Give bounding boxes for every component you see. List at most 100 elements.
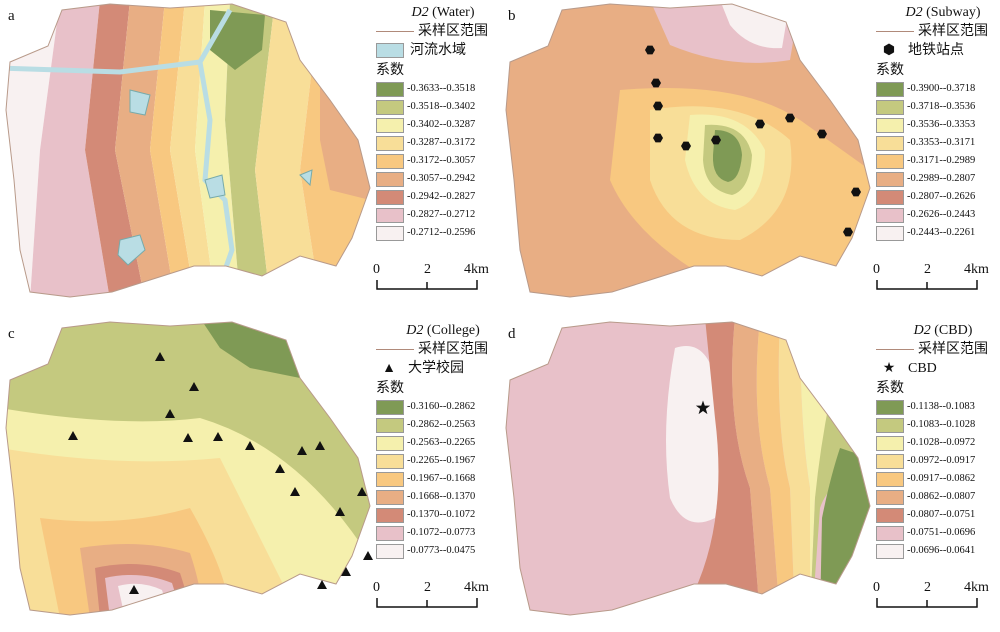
college-marker bbox=[297, 446, 307, 455]
class-range: -0.2626--0.2443 bbox=[907, 209, 976, 220]
subway-station-marker bbox=[755, 119, 765, 129]
scale-tick: 4km bbox=[964, 262, 989, 277]
boundary-line-icon bbox=[876, 349, 914, 350]
lake bbox=[117, 89, 313, 266]
water-swatch-icon bbox=[376, 43, 404, 58]
feature-label: 大学校园 bbox=[408, 361, 464, 376]
class-swatch bbox=[376, 507, 404, 523]
class-range: -0.2443--0.2261 bbox=[907, 227, 976, 238]
class-swatch bbox=[376, 435, 404, 451]
college-marker bbox=[317, 580, 327, 589]
title-variable: D2 bbox=[406, 323, 424, 338]
class-range: -0.3353--0.3171 bbox=[907, 137, 976, 148]
class-swatch bbox=[876, 525, 904, 541]
college-marker bbox=[165, 409, 175, 418]
sampling-area-boundary bbox=[505, 321, 871, 616]
scale-tick: 2 bbox=[424, 262, 431, 277]
map-panel-c: c D2 (College) 采样区范围 ▲ 大学校园 系数 -0.3160--0.… bbox=[0, 318, 500, 632]
scale-bar-line bbox=[376, 598, 478, 608]
college-marker bbox=[213, 432, 223, 441]
class-range: -0.1028--0.0972 bbox=[907, 437, 976, 448]
class-swatch bbox=[876, 417, 904, 433]
class-swatch bbox=[876, 99, 904, 115]
map-panel-a: a D2 (Water) 采样区范围 河流水域 系数 -0.3633--0.351… bbox=[0, 0, 500, 314]
coefficient-zone bbox=[170, 4, 215, 297]
class-range: -0.3900--0.3718 bbox=[907, 83, 976, 94]
triangle-icon: ▲ bbox=[382, 361, 396, 376]
scale-tick: 0 bbox=[373, 262, 380, 277]
class-range: -0.3633--0.3518 bbox=[407, 83, 476, 94]
class-swatch bbox=[876, 471, 904, 487]
class-swatch bbox=[876, 435, 904, 451]
college-marker bbox=[275, 464, 285, 473]
college-marker bbox=[129, 585, 139, 594]
class-range: -0.1967--0.1668 bbox=[407, 473, 476, 484]
class-range: -0.3402--0.3287 bbox=[407, 119, 476, 130]
coefficient-zone bbox=[255, 4, 320, 297]
class-range: -0.1370--0.1072 bbox=[407, 509, 476, 520]
coefficient-zone bbox=[150, 4, 195, 297]
feature-label: 地铁站点 bbox=[908, 43, 964, 58]
class-range: -0.1668--0.1370 bbox=[407, 491, 476, 502]
legend-class: -0.1028--0.0972 bbox=[876, 434, 1000, 452]
class-swatch bbox=[376, 489, 404, 505]
legend-heading: 系数 bbox=[376, 63, 404, 78]
legend: D2 (CBD) 采样区范围 ★ CBD 系数 -0.1138--0.1083 -0.… bbox=[876, 322, 1000, 560]
legend-class: -0.2989--0.2807 bbox=[876, 170, 1000, 188]
class-range: -0.0972--0.0917 bbox=[907, 455, 976, 466]
class-range: -0.0773--0.0475 bbox=[407, 545, 476, 556]
scale-tick: 0 bbox=[873, 580, 880, 595]
map-panel-b: b D2 (Subway) 采样区范围 ⬢ 地铁站点 系数 -0.3900--0.3… bbox=[500, 0, 1000, 314]
class-swatch bbox=[876, 453, 904, 469]
legend-class: -0.2626--0.2443 bbox=[876, 206, 1000, 224]
legend-heading: 系数 bbox=[376, 381, 404, 396]
legend-class: -0.3172--0.3057 bbox=[376, 152, 500, 170]
subway-station-marker bbox=[785, 113, 795, 123]
class-range: -0.2265--0.1967 bbox=[407, 455, 476, 466]
class-range: -0.0751--0.0696 bbox=[907, 527, 976, 538]
feature-label: CBD bbox=[908, 361, 937, 376]
college-marker bbox=[335, 507, 345, 516]
college-marker bbox=[155, 352, 165, 361]
map-panel-d: d D2 (CBD) 采样区范围 ★ CBD 系数 -0.1138--0.1083 -… bbox=[500, 318, 1000, 632]
coefficient-zone bbox=[732, 322, 780, 615]
boundary-line-icon bbox=[376, 349, 414, 350]
legend-heading: 系数 bbox=[876, 63, 904, 78]
subway-station-marker bbox=[851, 187, 861, 197]
panel-label: a bbox=[8, 8, 15, 24]
legend-class: -0.0862--0.0807 bbox=[876, 488, 1000, 506]
legend-title: D2 (Subway) bbox=[886, 4, 1000, 22]
legend: D2 (Subway) 采样区范围 ⬢ 地铁站点 系数 -0.3900--0.371… bbox=[876, 4, 1000, 242]
legend-feature-row: ▲ 大学校园 bbox=[376, 359, 500, 378]
legend-class: -0.1072--0.0773 bbox=[376, 524, 500, 542]
boundary-label: 采样区范围 bbox=[918, 24, 988, 39]
class-range: -0.3518--0.3402 bbox=[407, 101, 476, 112]
class-range: -0.0917--0.0862 bbox=[907, 473, 976, 484]
legend-class: -0.2807--0.2626 bbox=[876, 188, 1000, 206]
title-variable: D2 bbox=[913, 323, 931, 338]
class-swatch bbox=[876, 225, 904, 241]
boundary-line-icon bbox=[876, 31, 914, 32]
class-swatch bbox=[376, 153, 404, 169]
legend-feature-row: 河流水域 bbox=[376, 41, 500, 60]
class-swatch bbox=[876, 399, 904, 415]
sampling-area-boundary bbox=[5, 321, 371, 616]
class-range: -0.2563--0.2265 bbox=[407, 437, 476, 448]
class-swatch bbox=[376, 399, 404, 415]
legend-class: -0.1083--0.1028 bbox=[876, 416, 1000, 434]
subway-station-marker bbox=[651, 78, 661, 88]
title-factor: (College) bbox=[423, 323, 480, 338]
coefficient-zone bbox=[666, 346, 720, 523]
legend-title: D2 (CBD) bbox=[886, 322, 1000, 340]
coefficient-zone bbox=[115, 4, 175, 297]
college-marker bbox=[290, 487, 300, 496]
scale-tick: 0 bbox=[373, 580, 380, 595]
title-factor: (Water) bbox=[428, 5, 475, 20]
boundary-line-icon bbox=[376, 31, 414, 32]
feature-label: 河流水域 bbox=[410, 43, 466, 58]
legend: D2 (Water) 采样区范围 河流水域 系数 -0.3633--0.3518 -… bbox=[376, 4, 500, 242]
class-swatch bbox=[376, 189, 404, 205]
sampling-area-boundary bbox=[505, 3, 871, 298]
legend-class: -0.3353--0.3171 bbox=[876, 134, 1000, 152]
legend-class: -0.1668--0.1370 bbox=[376, 488, 500, 506]
